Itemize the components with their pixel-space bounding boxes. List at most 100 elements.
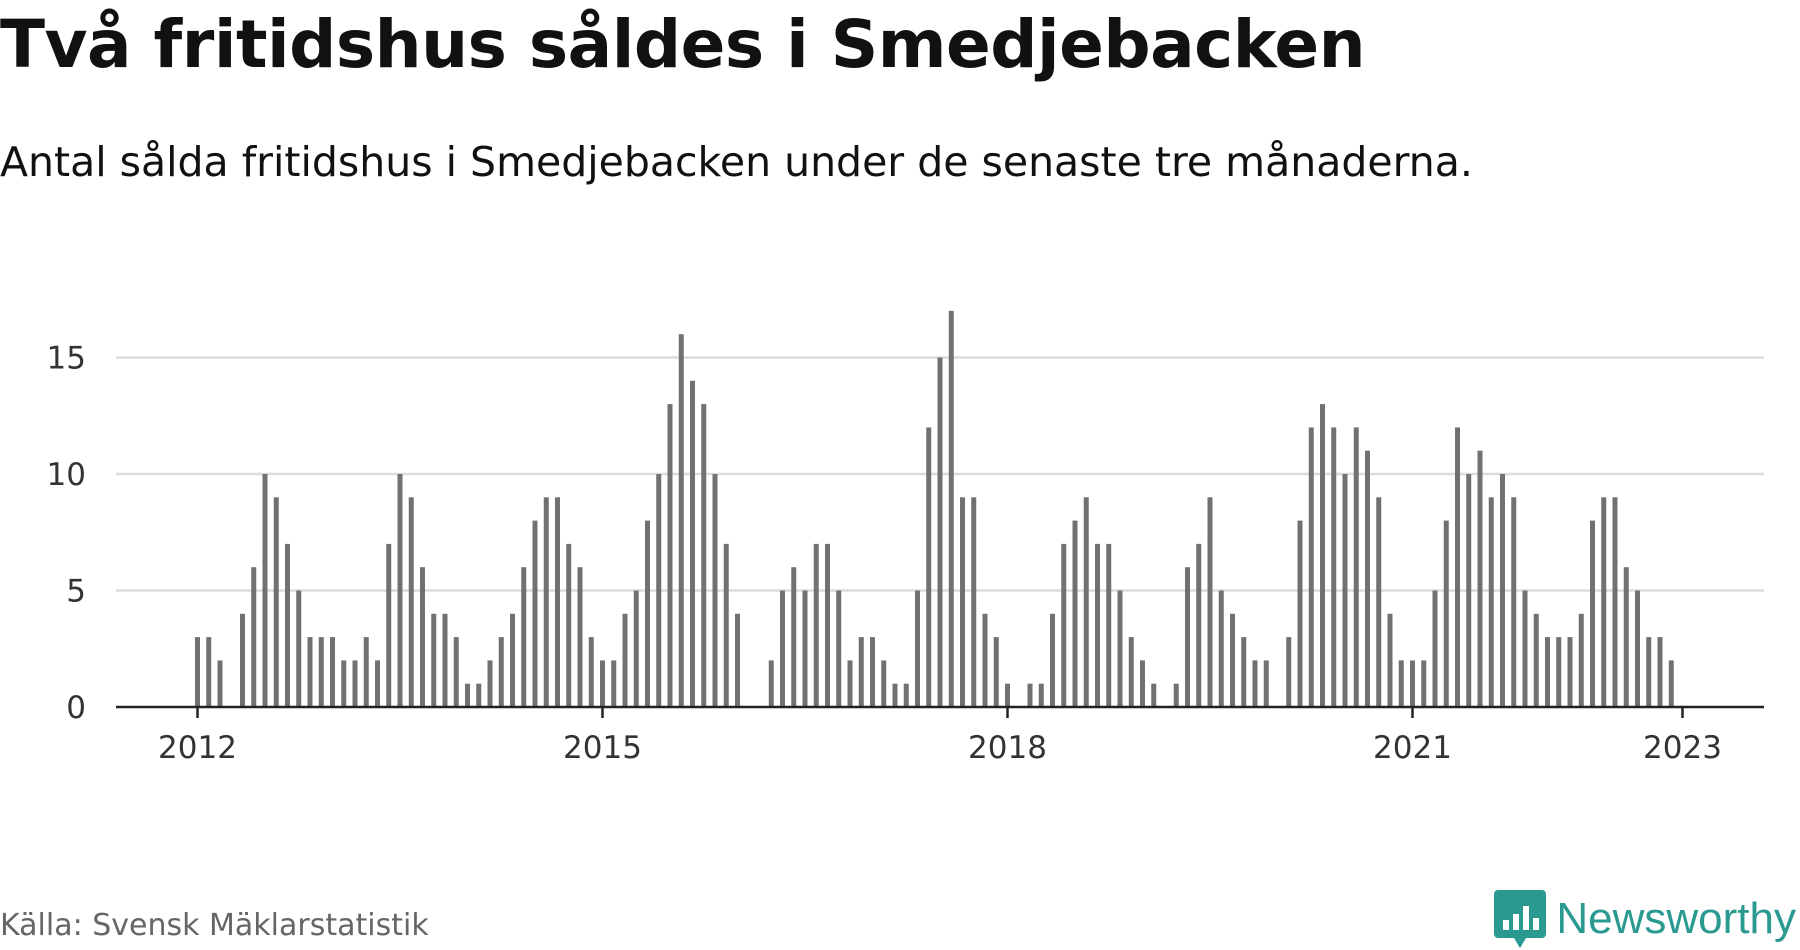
bar [667, 404, 673, 707]
bar [1286, 637, 1292, 707]
bar [960, 497, 965, 707]
bar [791, 567, 797, 707]
bar [633, 590, 639, 707]
x-tick-label: 2012 [158, 730, 237, 766]
bar [1320, 404, 1325, 707]
bar [813, 543, 819, 707]
bar [622, 613, 628, 707]
bar [442, 613, 448, 707]
bar [543, 497, 549, 707]
bar [318, 637, 324, 707]
bar [1185, 567, 1190, 707]
x-tick-label: 2015 [563, 730, 642, 766]
bar [611, 660, 617, 707]
bar [1140, 660, 1145, 707]
bar [1207, 497, 1213, 707]
bar [1668, 660, 1674, 707]
bar [1466, 474, 1472, 707]
bar [1623, 567, 1629, 707]
bar [1635, 590, 1640, 707]
bar [1106, 543, 1112, 707]
y-tick-label: 0 [66, 690, 86, 726]
bar [780, 590, 785, 707]
bar [1500, 474, 1505, 707]
bar [1095, 543, 1100, 707]
bar [1297, 520, 1303, 707]
bar [1421, 660, 1427, 707]
bar [1308, 427, 1314, 707]
bar [352, 660, 358, 707]
bar [1646, 637, 1652, 707]
bar [915, 590, 920, 707]
bar [825, 543, 830, 707]
bar [307, 637, 313, 707]
bar [453, 637, 459, 707]
bar [1083, 497, 1089, 707]
bar [1522, 590, 1528, 707]
bar [903, 683, 909, 707]
bar [858, 637, 864, 707]
bar [476, 683, 482, 707]
bar [1556, 637, 1562, 707]
bars [195, 310, 1674, 707]
newsworthy-logo-icon [1494, 890, 1547, 948]
bar [1027, 683, 1033, 707]
bar [1398, 660, 1404, 707]
bar [1241, 637, 1247, 707]
bar [1567, 637, 1573, 707]
bar [971, 497, 977, 707]
chart-subtitle: Antal sålda fritidshus i Smedjebacken un… [0, 138, 1473, 186]
bar [195, 637, 200, 707]
bar [712, 474, 718, 707]
bar [1545, 637, 1550, 707]
bar [341, 660, 347, 707]
bar [386, 543, 392, 707]
bar [1455, 427, 1460, 707]
bar [566, 543, 572, 707]
annotation: 2 [1673, 0, 1693, 8]
bar [723, 543, 729, 707]
chart-title: Två fritidshus såldes i Smedjebacken [0, 6, 1366, 83]
bar [397, 474, 403, 707]
bar [1038, 683, 1044, 707]
bar [982, 613, 988, 707]
bar [656, 474, 662, 707]
bar [926, 427, 932, 707]
bar [690, 380, 695, 707]
bar [1196, 543, 1202, 707]
x-axis-labels: 2012 2015 2018 2021 2023 [158, 730, 1722, 766]
bar [262, 474, 268, 707]
bar [1601, 497, 1607, 707]
bar [1376, 497, 1382, 707]
bar [420, 567, 425, 707]
bar [937, 357, 943, 707]
bar [273, 497, 279, 707]
source-note: Källa: Svensk Mäklarstatistik [0, 908, 429, 943]
bar [1061, 543, 1067, 707]
y-tick-label: 5 [66, 574, 86, 610]
bar [1117, 590, 1123, 707]
bar [1612, 497, 1618, 707]
bar [1477, 450, 1483, 707]
y-tick-label: 10 [47, 457, 86, 493]
bar [600, 660, 605, 707]
bar [521, 567, 527, 707]
bar [206, 637, 212, 707]
bar [363, 637, 369, 707]
bar [768, 660, 774, 707]
bar [465, 683, 470, 707]
bar [375, 660, 380, 707]
x-tick-label: 2023 [1643, 730, 1722, 766]
bar [1173, 683, 1179, 707]
bar [645, 520, 650, 707]
y-axis-labels: 0 5 10 15 [47, 341, 86, 727]
bar [802, 590, 808, 707]
bar [1353, 427, 1359, 707]
bar [1072, 520, 1078, 707]
bar [1252, 660, 1258, 707]
bar [217, 660, 223, 707]
bar [678, 334, 684, 707]
bar [1342, 474, 1348, 707]
x-tick-label: 2021 [1373, 730, 1452, 766]
